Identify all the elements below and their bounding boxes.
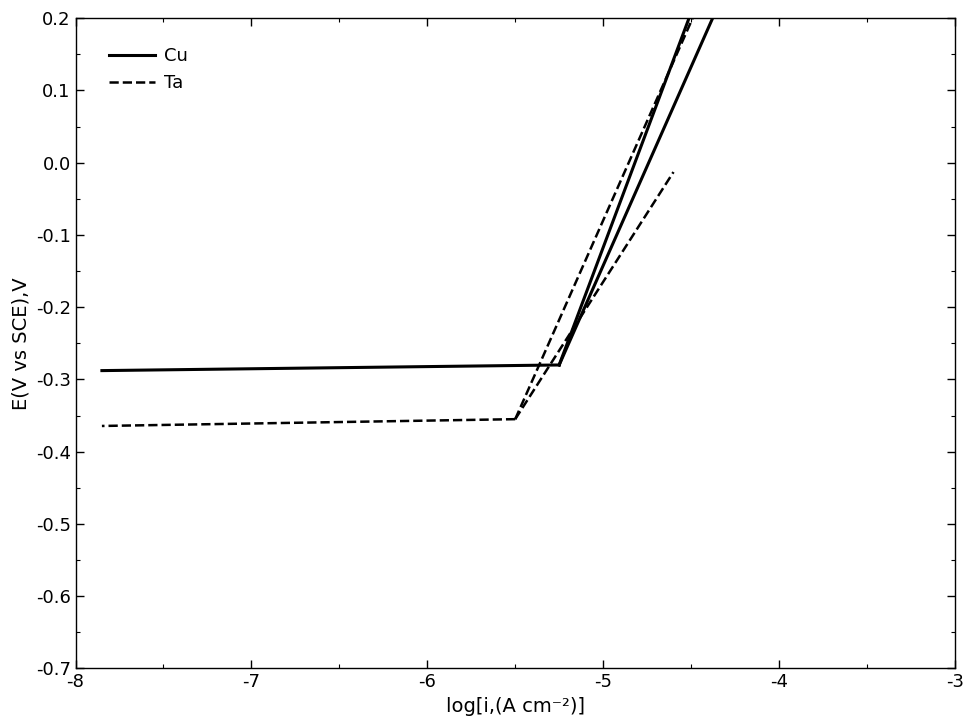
Cu: [569, 319, 581, 328]
Ta: [562, 297, 573, 305]
Cu: [554, 361, 566, 369]
Ta: [593, 226, 604, 235]
Cu: [566, 326, 578, 334]
Ta: [552, 318, 564, 327]
Cu: [644, 116, 656, 125]
Ta: [602, 206, 613, 215]
Ta: [565, 290, 576, 299]
Line: Cu: Cu: [560, 4, 694, 365]
Cu: [688, 0, 700, 9]
Ta: [693, 0, 705, 9]
Line: Ta: Ta: [515, 4, 699, 419]
Y-axis label: E(V vs SCE),V: E(V vs SCE),V: [11, 277, 30, 409]
Cu: [658, 81, 670, 90]
Cu: [558, 350, 569, 358]
Legend: Cu, Ta: Cu, Ta: [102, 40, 195, 100]
Ta: [528, 371, 540, 379]
Cu: [603, 229, 614, 238]
X-axis label: log[i,(A cm⁻²)]: log[i,(A cm⁻²)]: [446, 697, 585, 716]
Ta: [509, 415, 521, 424]
